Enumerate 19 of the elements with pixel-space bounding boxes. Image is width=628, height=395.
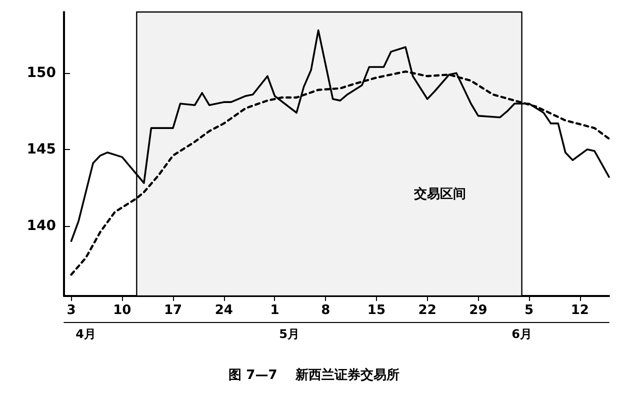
x-tick-label: 15	[367, 303, 386, 318]
x-tick-label: 1	[270, 303, 280, 318]
x-tick-label: 5	[524, 303, 534, 318]
y-tick-label: 145	[26, 141, 56, 158]
y-tick-label: 140	[26, 218, 56, 234]
text: 图 7—7 新西兰证券交易所	[228, 367, 400, 383]
x-tick-label: 12	[570, 303, 589, 318]
x2-tick-label: 6月	[512, 327, 532, 341]
x-tick-label: 22	[418, 303, 436, 318]
y-tick-label: 150	[26, 65, 56, 82]
x-tick-label: 8	[321, 303, 330, 318]
band-label: 交易区间	[413, 186, 466, 202]
x-tick-label: 3	[66, 303, 76, 318]
x-tick-label: 10	[113, 303, 132, 318]
x2-tick-label: 4月	[76, 327, 96, 341]
x-tick-label: 29	[469, 303, 488, 318]
x-tick-label: 24	[214, 303, 233, 318]
x-tick-label: 17	[164, 303, 182, 318]
x2-tick-label: 5月	[279, 327, 300, 341]
